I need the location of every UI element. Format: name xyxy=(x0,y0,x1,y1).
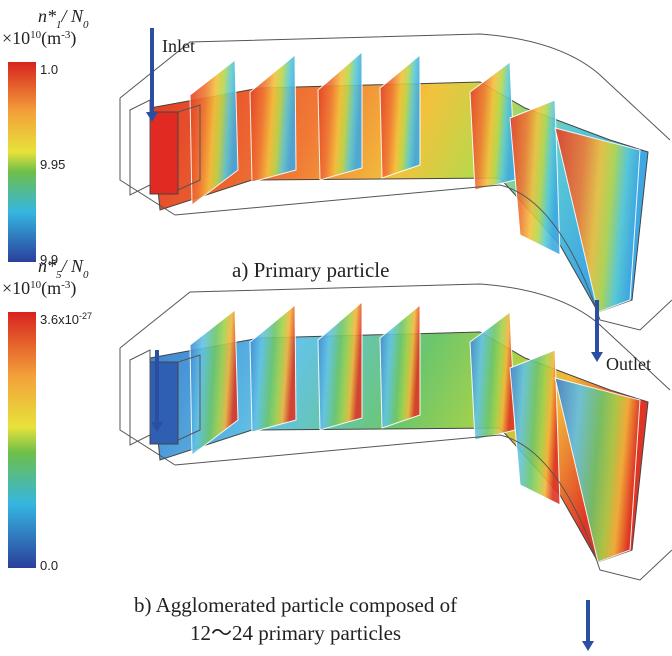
text-part: 9.95 xyxy=(40,157,65,172)
panel: n*5/ N0×1010(m-3)3.6x10-270.0 xyxy=(2,256,672,580)
colorbar xyxy=(8,312,36,568)
slice xyxy=(250,55,296,182)
caption: b) Agglomerated particle composed of xyxy=(134,593,457,617)
slice xyxy=(510,100,560,255)
text-part: n* xyxy=(38,6,56,26)
text-part: -27 xyxy=(79,311,92,321)
panels: n*1/ N0×1010(m-3)1.09.959.9n*5/ N0×1010(… xyxy=(2,6,672,580)
text-part: (m xyxy=(41,278,61,299)
text-part: n* xyxy=(38,256,56,276)
slice xyxy=(510,350,560,505)
inlet-block xyxy=(150,362,178,444)
text-part: ×10 xyxy=(2,278,30,298)
legend-unit: ×1010(m-3) xyxy=(2,278,76,299)
caption: a) Primary particle xyxy=(232,258,389,282)
slice xyxy=(380,55,420,178)
text-part: ×10 xyxy=(2,28,30,48)
arrow-head xyxy=(591,352,603,362)
text-part: (m xyxy=(41,28,61,49)
slice xyxy=(470,312,515,440)
colorbar-tick-label: 9.95 xyxy=(40,157,65,172)
legend-unit: ×1010(m-3) xyxy=(2,28,76,49)
text-part: ) xyxy=(70,278,76,299)
text-part: 0 xyxy=(83,269,89,281)
arrow-head xyxy=(582,641,594,651)
figure: n*1/ N0×1010(m-3)1.09.959.9n*5/ N0×1010(… xyxy=(0,0,672,651)
text-part: 1.0 xyxy=(40,62,58,77)
slice xyxy=(470,62,515,190)
colorbar-tick-label: 0.0 xyxy=(40,558,58,573)
outlet-label: Outlet xyxy=(606,354,651,374)
slice xyxy=(380,305,420,428)
text-part: 0 xyxy=(83,19,89,31)
text-part: 10 xyxy=(30,279,42,291)
inlet-block xyxy=(150,112,178,194)
colorbar-tick-label: 1.0 xyxy=(40,62,58,77)
slice xyxy=(318,52,362,180)
text-part: / N xyxy=(61,256,85,276)
slice xyxy=(250,305,296,432)
text-part: 3.6x10 xyxy=(40,312,79,327)
text-part: 10 xyxy=(30,29,42,41)
colorbar-tick-label: 3.6x10-27 xyxy=(40,311,92,327)
text-part: 0.0 xyxy=(40,558,58,573)
text-part: / N xyxy=(61,6,85,26)
text-part: ) xyxy=(70,28,76,49)
colorbar xyxy=(8,62,36,262)
caption: 12〜24 primary particles xyxy=(190,621,401,645)
slice xyxy=(318,302,362,430)
inlet-label: Inlet xyxy=(162,36,195,56)
